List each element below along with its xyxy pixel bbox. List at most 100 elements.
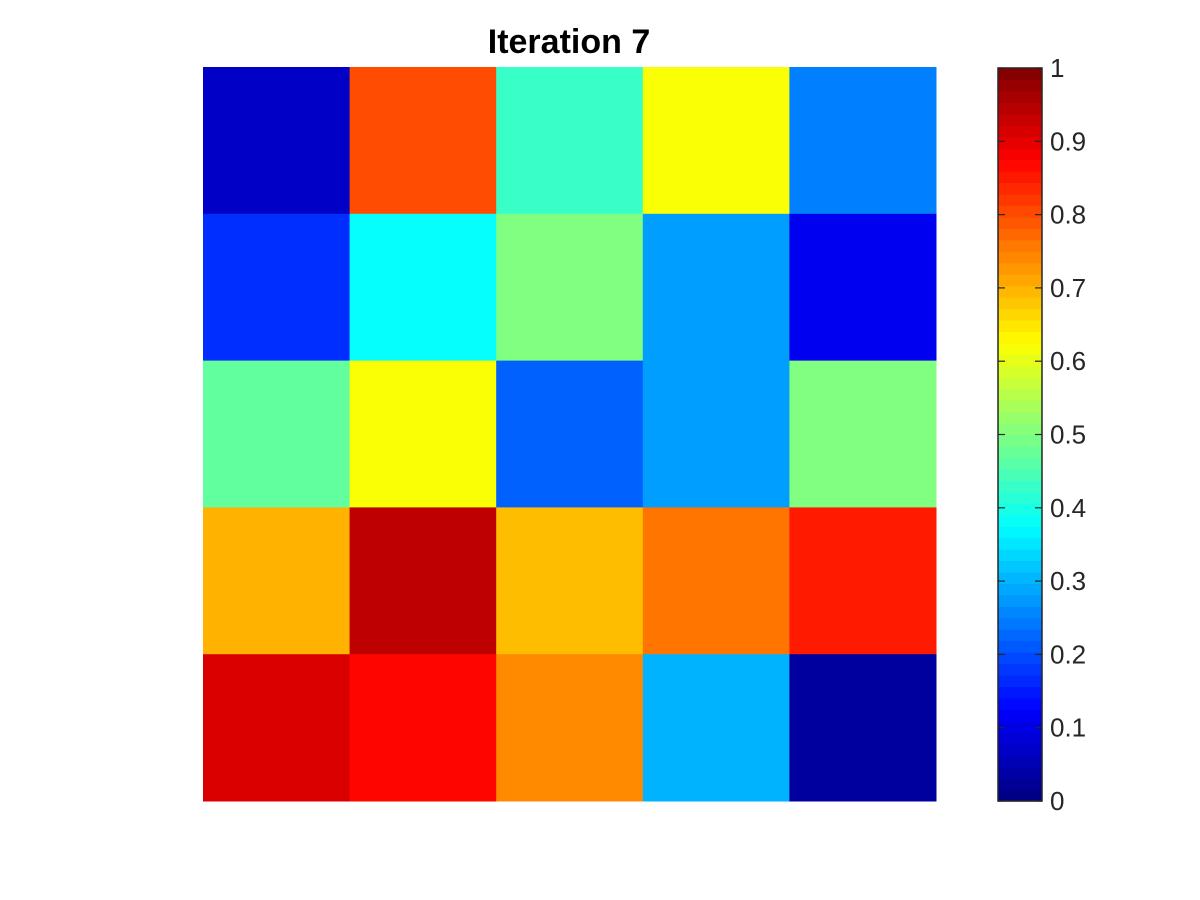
heatmap-cell-r2-c4 xyxy=(642,213,790,362)
colorbar-strip xyxy=(998,549,1042,562)
colorbar-strip xyxy=(998,560,1042,573)
colorbar-tick-label: 0.1 xyxy=(1050,713,1086,743)
colorbar-strip xyxy=(998,686,1042,699)
colorbar-strip xyxy=(998,388,1042,401)
colorbar-strip xyxy=(998,171,1042,184)
colorbar-strip xyxy=(998,445,1042,459)
heatmap-cell-r2-c5 xyxy=(789,213,937,362)
colorbar-strip xyxy=(998,743,1042,756)
colorbar-strip xyxy=(998,526,1042,539)
heatmap-cell-r3-c4 xyxy=(642,360,790,508)
colorbar-strip xyxy=(998,285,1042,298)
colorbar-strip xyxy=(998,789,1042,802)
colorbar-strip xyxy=(998,102,1042,115)
heatmap-cell-r2-c3 xyxy=(496,213,644,362)
colorbar-strip xyxy=(998,239,1042,252)
heatmap-cell-r3-c5 xyxy=(789,360,937,508)
colorbar-strip xyxy=(998,136,1042,149)
colorbar-strip xyxy=(998,251,1042,264)
colorbar-strip xyxy=(998,308,1042,321)
colorbar-strip xyxy=(998,182,1042,195)
heatmap-cell-r3-c2 xyxy=(349,360,497,508)
colorbar-strip xyxy=(998,216,1042,229)
colorbar-tick-label: 0.9 xyxy=(1050,126,1086,156)
heatmap-cell-r4-c1 xyxy=(203,507,351,655)
colorbar-tick-label: 1 xyxy=(1050,53,1064,83)
colorbar-strip xyxy=(998,732,1042,745)
colorbar-strip xyxy=(998,697,1042,710)
heatmap-cell-r2-c2 xyxy=(349,213,497,362)
colorbar-strip xyxy=(998,640,1042,653)
colorbar-strip xyxy=(998,342,1042,355)
colorbar-strip xyxy=(998,663,1042,676)
colorbar-strip xyxy=(998,262,1042,275)
colorbar-strip xyxy=(998,228,1042,241)
colorbar-strip xyxy=(998,491,1042,504)
colorbar-strip xyxy=(998,159,1042,172)
heatmap-cell-r5-c1 xyxy=(203,654,351,802)
colorbar-strip xyxy=(998,457,1042,470)
colorbar-strip xyxy=(998,411,1042,424)
heatmap-grid xyxy=(203,67,937,802)
colorbar-strip xyxy=(998,778,1042,791)
colorbar-strip xyxy=(998,354,1042,367)
colorbar-strip xyxy=(998,331,1042,344)
chart-title: Iteration 7 xyxy=(488,23,650,61)
colorbar-ticks: 0 0.1 0.2 0.3 0.4 0.5 0.6 0.7 0.8 0.9 1 xyxy=(998,53,1086,816)
colorbar-strip xyxy=(998,148,1042,161)
colorbar-strip xyxy=(998,113,1042,126)
colorbar-strip xyxy=(998,125,1042,138)
colorbar-tick-label: 0 xyxy=(1050,786,1064,816)
colorbar-strip xyxy=(998,377,1042,390)
colorbar-strip xyxy=(998,468,1042,481)
heatmap-cell-r5-c4 xyxy=(642,654,790,802)
colorbar-strip xyxy=(998,319,1042,333)
colorbar-strip xyxy=(998,514,1042,527)
colorbar-gradient xyxy=(998,68,1042,802)
heatmap-cell-r4-c3 xyxy=(496,507,644,655)
colorbar-strip xyxy=(998,594,1042,607)
colorbar-strip xyxy=(998,480,1042,493)
heatmap-cell-r1-c3 xyxy=(496,67,644,215)
heatmap-cell-r4-c5 xyxy=(789,507,937,655)
colorbar-strip xyxy=(998,720,1042,733)
colorbar-tick-label: 0.2 xyxy=(1050,639,1086,669)
heatmap-cell-r2-c1 xyxy=(203,213,351,362)
colorbar-strip xyxy=(998,68,1042,81)
colorbar-strip xyxy=(998,617,1042,630)
colorbar-strip xyxy=(998,503,1042,516)
colorbar-strip xyxy=(998,400,1042,413)
colorbar-strip xyxy=(998,205,1042,218)
heatmap-cell-r1-c5 xyxy=(789,67,937,215)
heatmap-cell-r3-c3 xyxy=(496,360,644,508)
colorbar-strip xyxy=(998,434,1042,447)
heatmap-cell-r4-c2 xyxy=(349,507,497,655)
colorbar-strip xyxy=(998,755,1042,768)
colorbar-tick-label: 0.6 xyxy=(1050,346,1086,376)
colorbar-strip xyxy=(998,423,1042,436)
colorbar-strip xyxy=(998,766,1042,779)
heatmap-cell-r4-c4 xyxy=(642,507,790,655)
colorbar-strip xyxy=(998,571,1042,584)
heatmap-cell-r1-c1 xyxy=(203,67,351,215)
colorbar-strip xyxy=(998,652,1042,665)
colorbar-strip xyxy=(998,365,1042,378)
colorbar-strip xyxy=(998,583,1042,596)
heatmap-cell-r1-c2 xyxy=(349,67,497,215)
colorbar-strip xyxy=(998,629,1042,642)
colorbar-strip xyxy=(998,274,1042,287)
colorbar-strip xyxy=(998,537,1042,550)
colorbar-tick-label: 0.4 xyxy=(1050,493,1086,523)
heatmap-cell-r5-c5 xyxy=(789,654,937,802)
colorbar-strip xyxy=(998,90,1042,103)
colorbar: 0 0.1 0.2 0.3 0.4 0.5 0.6 0.7 0.8 0.9 1 xyxy=(997,53,1086,816)
colorbar-strip xyxy=(998,675,1042,688)
heatmap-cell-r5-c3 xyxy=(496,654,644,802)
colorbar-tick-label: 0.5 xyxy=(1050,420,1086,450)
colorbar-strip xyxy=(998,709,1042,722)
colorbar-strip xyxy=(998,193,1042,207)
colorbar-strip xyxy=(998,606,1042,619)
colorbar-strip xyxy=(998,79,1042,92)
colorbar-tick-label: 0.7 xyxy=(1050,273,1086,303)
